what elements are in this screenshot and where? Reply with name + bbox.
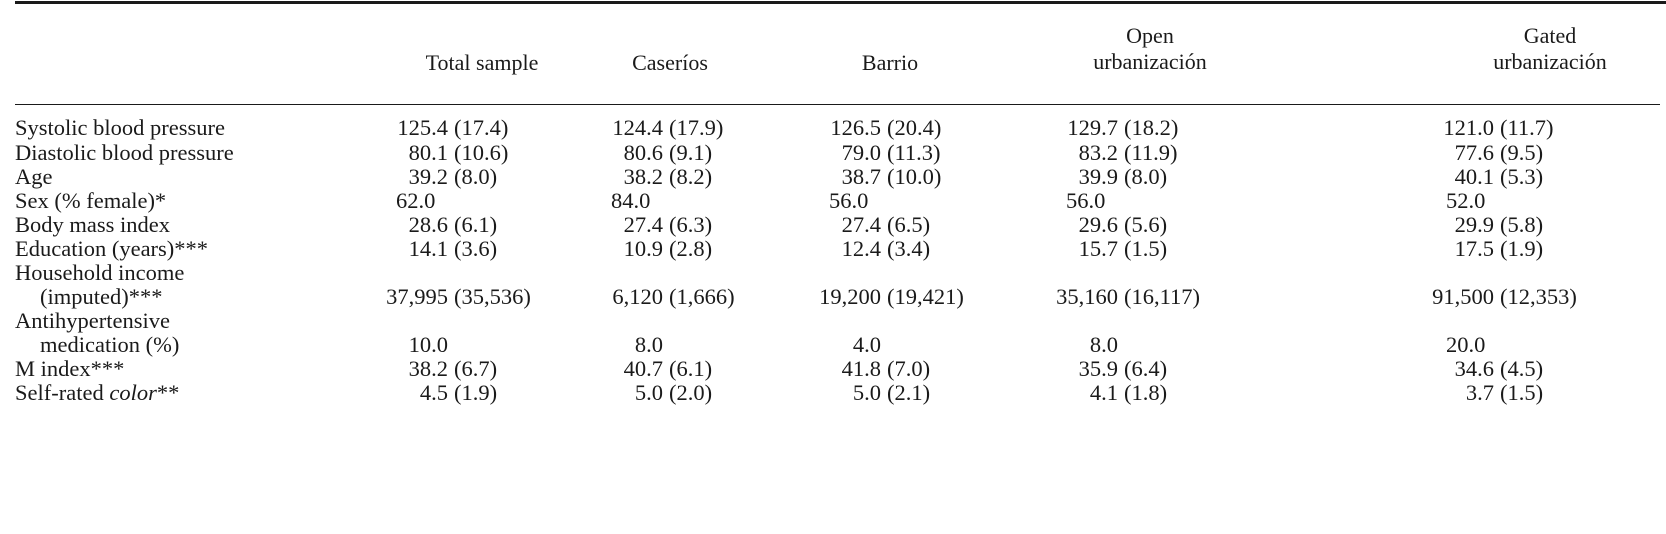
table-row: Antihypertensive xyxy=(0,308,1666,333)
column-header-gated-urbanizacion: Gated urbanización xyxy=(1493,23,1607,74)
row-label: Sex (% female)* xyxy=(15,188,167,213)
cell-gated-urbanizacion: 40.1 (5.3) xyxy=(1454,164,1544,189)
cell-caserios: 6,120 (1,666) xyxy=(612,284,735,309)
table-row: Household income xyxy=(0,260,1666,285)
cell-gated-urbanizacion: 52.0 xyxy=(1446,188,1486,213)
cell-total: 125.4 (17.4) xyxy=(397,115,509,140)
cell-gated-urbanizacion: 29.9 (5.8) xyxy=(1454,212,1544,237)
table-row: Age 39.2 (8.0) 38.2 (8.2) 38.7 (10.0) 39.9(… xyxy=(0,164,1666,189)
cell-caserios: 10.9 (2.8) xyxy=(623,236,713,261)
cell-total: 28.6 (6.1) xyxy=(408,212,498,237)
cell-total: 10.0 xyxy=(408,332,448,357)
cell-caserios: 84.0 xyxy=(611,188,651,213)
cell-open-urbanizacion: 56.0 xyxy=(1066,188,1106,213)
column-header-open-urbanizacion: Open urbanización xyxy=(1093,23,1207,74)
cell-gated-urbanizacion: 34.6 (4.5) xyxy=(1454,356,1544,381)
cell-gated-urbanizacion: 3.7 (1.5) xyxy=(1465,380,1544,405)
cell-barrio: 41.8 (7.0) xyxy=(841,356,931,381)
cell-caserios: 27.4 (6.3) xyxy=(623,212,713,237)
table-row: Self-rated color** 4.5 (1.9) 5.0 (2.0) 5.0… xyxy=(0,380,1666,405)
cell-caserios: 40.7 (6.1) xyxy=(623,356,713,381)
row-label: Diastolic blood pressure xyxy=(15,140,234,165)
cell-barrio: 5.0 (2.1) xyxy=(852,380,931,405)
cell-barrio: 27.4 (6.5) xyxy=(841,212,931,237)
cell-barrio: 56.0 xyxy=(829,188,869,213)
cell-open-urbanizacion: 4.1 (1.8) xyxy=(1089,380,1168,405)
cell-open-urbanizacion: 29.6 (5.6) xyxy=(1078,212,1168,237)
cell-total: 4.5 (1.9) xyxy=(419,380,498,405)
row-label: Education (years)*** xyxy=(15,236,209,261)
cell-gated-urbanizacion: 20.0 xyxy=(1446,332,1486,357)
cell-open-urbanizacion: 39.9 (8.0) xyxy=(1078,164,1168,189)
cell-barrio: 38.7 (10.0) xyxy=(841,164,942,189)
cell-total: 80.1 (10.6) xyxy=(408,140,509,165)
cell-barrio: 12.4 (3.4) xyxy=(841,236,931,261)
cell-open-urbanizacion: 83.2 (11.9) xyxy=(1078,140,1178,165)
table-row: M index*** 38.2 (6.7) 40.7 (6.1) 41.8 (7.0)… xyxy=(0,356,1666,381)
cell-open-urbanizacion: 15.7 (1.5) xyxy=(1078,236,1168,261)
table-row: Education (years)*** 14.1 (3.6) 10.9 (2.8)… xyxy=(0,236,1666,261)
header-rule xyxy=(15,104,1660,105)
row-label: Age xyxy=(15,164,53,189)
table-row: Body mass index 28.6 (6.1) 27.4 (6.3) 27.4… xyxy=(0,212,1666,237)
cell-total: 39.2 (8.0) xyxy=(408,164,498,189)
table-row-continuation: (imputed)*** 37,995 (35,536) 6,120 (1,666)… xyxy=(0,284,1666,309)
row-label: Self-rated color** xyxy=(15,380,180,405)
table-row-continuation: medication (%) 10.0 8.0 4.0 8.0 20.0 xyxy=(0,332,1666,357)
cell-gated-urbanizacion: 17.5 (1.9) xyxy=(1454,236,1544,261)
cell-caserios: 5.0 (2.0) xyxy=(634,380,713,405)
column-header-barrio: Barrio xyxy=(861,50,919,75)
cell-caserios: 38.2 (8.2) xyxy=(623,164,713,189)
row-label: Systolic blood pressure xyxy=(15,115,225,140)
table-row: Systolic blood pressure 125.4 (17.4) 124.… xyxy=(0,115,1666,140)
row-label: Body mass index xyxy=(15,212,170,237)
cell-gated-urbanizacion: 77.6 (9.5) xyxy=(1454,140,1544,165)
top-rule xyxy=(15,1,1666,4)
cell-barrio: 19,200 (19,421) xyxy=(819,284,964,309)
row-label-continuation: medication (%) xyxy=(40,332,180,357)
column-header-caserios: Caseríos xyxy=(632,50,708,75)
cell-caserios: 124.4 (17.9) xyxy=(612,115,724,140)
table-row: Diastolic blood pressure 80.1 (10.6) 80.6… xyxy=(0,140,1666,165)
cell-caserios: 80.6 (9.1) xyxy=(623,140,713,165)
cell-open-urbanizacion: 8.0 xyxy=(1089,332,1118,357)
cell-open-urbanizacion: 35,160 (16,117) xyxy=(1056,284,1201,309)
row-label: Antihypertensive xyxy=(15,308,170,333)
cell-open-urbanizacion: 35.9 (6.4) xyxy=(1078,356,1168,381)
cell-total: 14.1 (3.6) xyxy=(408,236,498,261)
cell-total: 62.0 xyxy=(396,188,436,213)
cell-total: 37,995 (35,536) xyxy=(386,284,531,309)
cell-barrio: 79.0 (11.3) xyxy=(841,140,941,165)
cell-total: 38.2 (6.7) xyxy=(408,356,498,381)
cell-barrio: 126.5 (20.4) xyxy=(830,115,942,140)
cell-caserios: 8.0 xyxy=(634,332,663,357)
column-header-total: Total sample xyxy=(425,50,539,75)
table-row: Sex (% female)* 62.0 84.0 56.0 56.0 52.0 xyxy=(0,188,1666,213)
cell-gated-urbanizacion: 121.0 (11.7) xyxy=(1443,115,1554,140)
cell-barrio: 4.0 xyxy=(852,332,881,357)
row-label: M index*** xyxy=(15,356,125,381)
cell-open-urbanizacion: 129.7 (18.2) xyxy=(1067,115,1179,140)
cell-gated-urbanizacion: 91,500 (12,353) xyxy=(1432,284,1577,309)
row-label: Household income xyxy=(15,260,185,285)
row-label-continuation: (imputed)*** xyxy=(40,284,163,309)
